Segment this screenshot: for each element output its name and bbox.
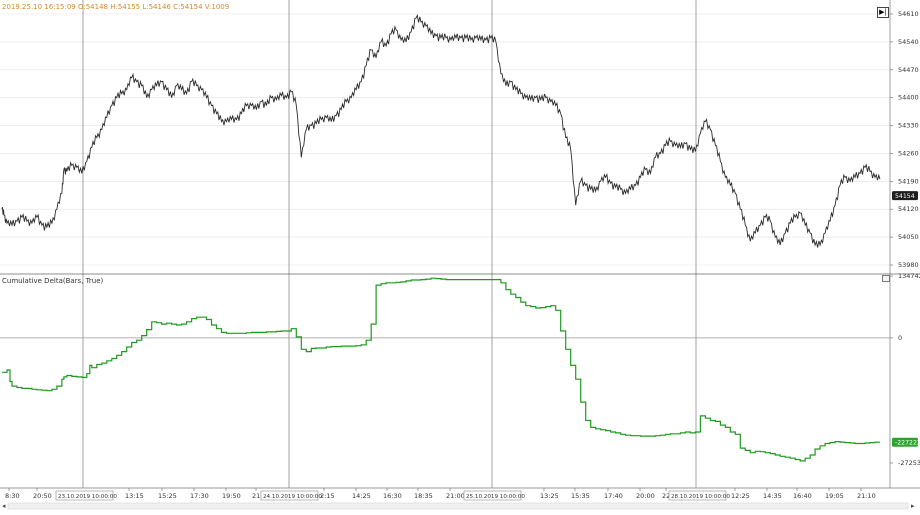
ohlc-readout: 2019.25.10 16:15:09 O:54148 H:54155 L:54… [2,3,230,11]
delta-last-value-bg [892,437,918,447]
price-tick-label: 54330 [898,122,919,130]
price-tick-label: 54540 [898,38,919,46]
delta-tick-label: 0 [898,334,902,342]
price-tick-label: 54610 [898,10,919,18]
x-tick-label: 2:15 [320,492,335,500]
delta-last-value: -227222 [895,439,920,446]
price-last-value-bg [892,191,918,201]
x-tick-label: 13:15 [125,492,144,500]
date-box [668,490,727,501]
x-tick-label: 14:25 [352,492,371,500]
price-series-line [1,13,881,248]
date-box-label: 28.10.2019 10:00:00 [671,494,730,500]
delta-tick-label: 134742 [898,272,920,280]
play-to-end-icon[interactable]: ▶| [877,7,889,18]
x-tick-label: 15:35 [571,492,590,500]
x-tick-label: 20:00 [636,492,655,500]
x-tick-label: 18:35 [414,492,433,500]
x-tick-label: 16:40 [793,492,812,500]
x-tick-label: 13:25 [540,492,559,500]
x-tick-label: 12:25 [731,492,750,500]
price-tick-label: 54050 [898,233,919,241]
x-tick-label: 19:50 [222,492,241,500]
date-box [463,490,522,501]
price-tick-label: 53980 [898,261,919,269]
x-tick-label: 21:10 [857,492,876,500]
date-box-label: 25.10.2019 10:00:00 [466,494,525,500]
scrollbar-track[interactable] [7,502,909,510]
x-tick-label: 17:40 [604,492,623,500]
x-tick-label: 17:30 [190,492,209,500]
x-tick-label: 14:35 [763,492,782,500]
indicator-title: Cumulative Delta(Bars, True) [2,277,104,285]
x-tick-label: 16:30 [383,492,402,500]
x-tick-label: 8:30 [5,492,20,500]
x-tick-label: 22 [662,492,670,500]
scroll-left-icon[interactable]: ◂ [2,502,6,510]
x-tick-label: 20:50 [33,492,52,500]
delta-series-line [2,277,880,462]
price-tick-label: 54400 [898,94,919,102]
price-last-value: 54154 [895,193,915,200]
scroll-right-icon[interactable]: ▸ [911,502,915,510]
price-tick-label: 54190 [898,177,919,185]
delta-tick-label: -272532 [898,459,920,467]
x-tick-label: 15:25 [158,492,177,500]
date-box-label: 23.10.2019 10:00:00 [58,494,117,500]
date-box [260,490,319,501]
price-tick-label: 54120 [898,205,919,213]
x-tick-label: 19:05 [825,492,844,500]
price-tick-label: 54470 [898,66,919,74]
price-tick-label: 54260 [898,149,919,157]
date-box [55,490,114,501]
x-tick-label: 21:00 [446,492,465,500]
panel-toggle-icon[interactable] [882,275,890,282]
date-box-label: 24.10.2019 10:00:00 [263,494,322,500]
